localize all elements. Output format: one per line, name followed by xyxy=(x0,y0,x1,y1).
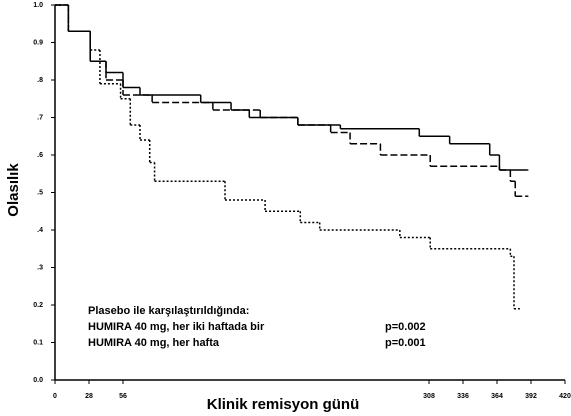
y-tick-label: 0.2 xyxy=(33,302,43,309)
y-tick-label: .8 xyxy=(37,77,43,84)
p-value: p=0.002 xyxy=(385,321,426,333)
x-tick-label: 28 xyxy=(85,393,93,400)
x-tick-label: 420 xyxy=(559,393,571,400)
y-tick-label: .4 xyxy=(37,227,43,234)
y-axis-label: Olasılık xyxy=(5,163,22,217)
x-tick-label: 0 xyxy=(53,393,57,400)
y-tick-label: .6 xyxy=(37,152,43,159)
annotation: HUMIRA 40 mg, her hafta xyxy=(88,337,220,349)
y-tick-label: 0.0 xyxy=(33,377,43,384)
x-tick-label: 308 xyxy=(423,393,435,400)
x-tick-label: 56 xyxy=(119,393,127,400)
y-tick-label: 0.9 xyxy=(33,39,43,46)
y-tick-label: 0.1 xyxy=(33,339,43,346)
y-tick-label: .7 xyxy=(37,114,43,121)
p-value: p=0.001 xyxy=(385,337,426,349)
y-tick-label: .5 xyxy=(37,189,43,196)
x-tick-label: 364 xyxy=(491,393,503,400)
y-tick-label: .3 xyxy=(37,264,43,271)
x-axis-label: Klinik remisyon günü xyxy=(207,396,360,413)
annotation: HUMIRA 40 mg, her iki haftada bir xyxy=(88,321,265,333)
x-tick-label: 392 xyxy=(525,393,537,400)
annotation: Plasebo ile karşılaştırıldığında: xyxy=(88,305,249,317)
y-tick-label: 1.0 xyxy=(33,2,43,9)
x-tick-label: 336 xyxy=(457,393,469,400)
